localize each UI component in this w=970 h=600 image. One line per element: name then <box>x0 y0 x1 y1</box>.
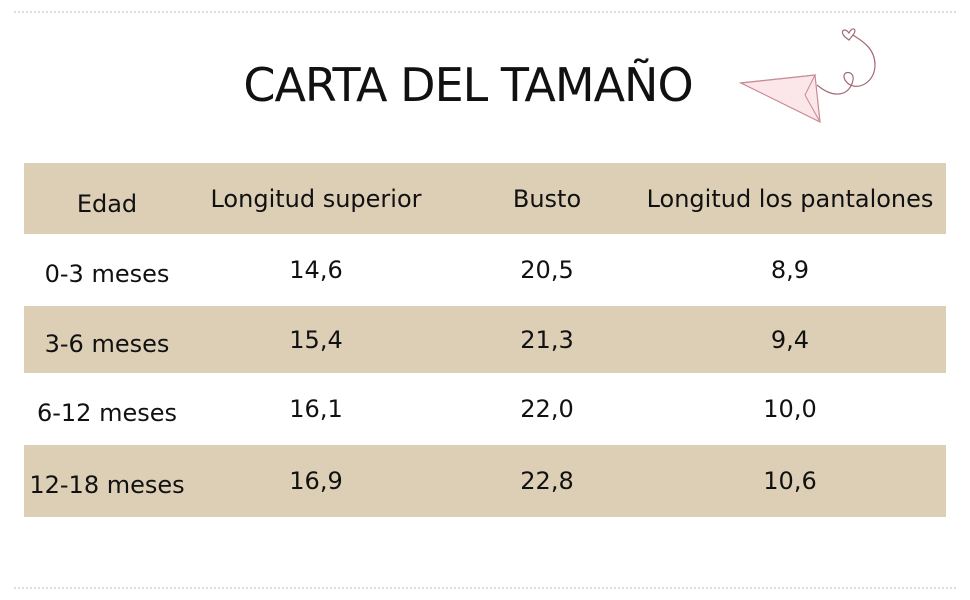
column-header: Edad <box>76 189 138 218</box>
paper-plane-icon <box>738 28 876 124</box>
table-row: 12-18 meses 16,9 22,8 10,6 <box>24 445 946 517</box>
table-cell: 21,3 <box>520 325 574 354</box>
table-row: 3-6 meses 15,4 21,3 9,4 <box>24 306 946 373</box>
table-row: 6-12 meses 16,1 22,0 10,0 <box>24 373 946 445</box>
table-cell: 6-12 meses <box>36 399 177 427</box>
table-cell: 12-18 meses <box>29 471 185 499</box>
table-cell: 9,4 <box>770 325 810 354</box>
table-cell: 10,0 <box>763 395 817 423</box>
column-header: Longitud los pantalones <box>646 184 934 213</box>
header-row: Edad Longitud superior Busto Longitud los p… <box>24 163 946 234</box>
divider <box>14 587 956 589</box>
column-header: Busto <box>512 184 582 213</box>
column-header: Longitud superior <box>210 184 422 213</box>
table-cell: 22,0 <box>520 395 574 423</box>
divider <box>14 11 956 13</box>
table-cell: 14,6 <box>289 256 343 284</box>
table-cell: 0-3 meses <box>44 260 170 288</box>
table-cell: 8,9 <box>770 256 810 284</box>
table-cell: 3-6 meses <box>44 329 170 358</box>
title: CARTA DEL TAMAÑO <box>243 58 693 112</box>
table-cell: 10,6 <box>763 467 817 495</box>
table-cell: 15,4 <box>289 325 343 354</box>
table-cell: 16,1 <box>289 395 343 423</box>
table-row: 0-3 meses 14,6 20,5 8,9 <box>24 234 946 306</box>
table-cell: 16,9 <box>289 467 343 495</box>
table-cell: 20,5 <box>520 256 574 284</box>
size-table: Edad Longitud superior Busto Longitud los p… <box>24 163 946 517</box>
table-cell: 22,8 <box>520 467 574 495</box>
